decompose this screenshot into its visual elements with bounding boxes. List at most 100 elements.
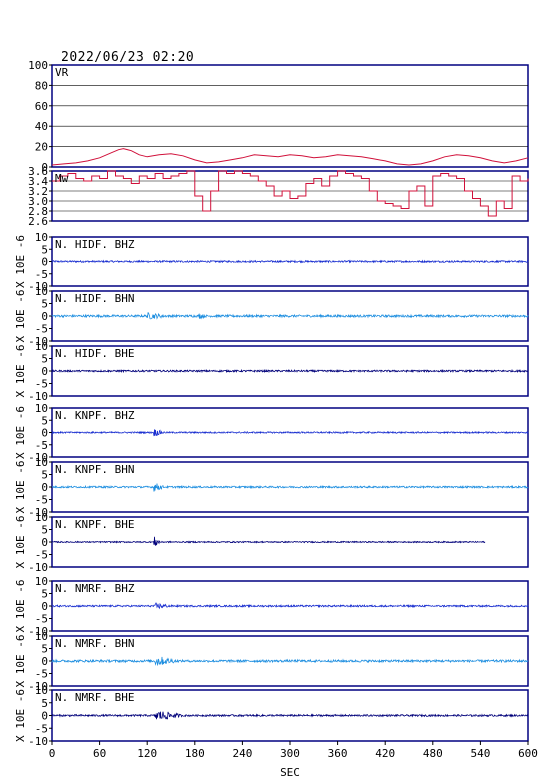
y-tick-label: 5 [41,697,48,710]
y-tick-label: 5 [41,353,48,366]
y-tick-label: -5 [35,494,48,507]
y-tick-label: 10 [35,684,48,697]
panel-vr [49,64,529,168]
y-tick-label: 0 [41,481,48,494]
y-tick-label: -5 [35,378,48,391]
trace-line [51,368,529,374]
series-line [51,148,529,166]
x-tick-label: 600 [518,747,538,760]
y-axis-label: X 10E -6 [14,406,27,459]
y-tick-label: 80 [35,79,48,92]
y-tick-label: 3.6 [28,165,48,178]
panel-label: N. NMRF. BHN [55,637,134,650]
x-tick-label: 240 [232,747,252,760]
y-tick-label: -5 [35,722,48,735]
y-tick-label: 5 [41,524,48,537]
x-tick-label: 360 [328,747,348,760]
y-tick-label: -10 [28,451,48,464]
y-tick-label: 0 [41,600,48,613]
trace-line [51,483,529,492]
y-tick-label: 5 [41,588,48,601]
y-tick-label: -10 [28,506,48,519]
panel-mw [49,170,529,222]
y-tick-label: 10 [35,575,48,588]
y-axis-label: X 10E -6 [14,290,27,343]
y-tick-label: 5 [41,643,48,656]
y-tick-label: 10 [35,630,48,643]
panel-n-hidf-bhn [49,290,529,342]
y-tick-label: 10 [35,402,48,415]
panel-label: N. HIDF. BHZ [55,238,135,251]
y-tick-label: 10 [35,456,48,469]
y-tick-label: 5 [41,414,48,427]
y-tick-label: 3.2 [28,185,48,198]
y-tick-label: -5 [35,549,48,562]
x-tick-label: 300 [280,747,300,760]
y-tick-label: -5 [35,268,48,281]
y-tick-label: 0 [41,536,48,549]
y-tick-label: -5 [35,613,48,626]
y-tick-label: 0 [41,310,48,323]
x-tick-label: 540 [470,747,490,760]
panel-label: N. HIDF. BHE [55,347,134,360]
y-axis-label: X 10E -6 [14,635,27,688]
y-tick-label: -10 [28,561,48,574]
x-tick-label: 420 [375,747,395,760]
panel-n-hidf-bhz [49,236,529,287]
y-tick-label: 0 [41,655,48,668]
trace-line [51,602,529,610]
y-axis-label: X 10E -6 [14,345,27,398]
y-tick-label: 10 [35,285,48,298]
y-tick-label: 3.0 [28,195,48,208]
y-tick-label: 0 [41,365,48,378]
panel-n-hidf-bhe [49,345,529,397]
y-tick-label: -5 [35,323,48,336]
x-tick-label: 60 [93,747,106,760]
trace-line [51,711,529,720]
y-tick-label: 60 [35,100,48,113]
x-tick-label: 180 [185,747,205,760]
y-axis-label: X 10E -6 [14,580,27,633]
y-tick-label: -5 [35,439,48,452]
y-axis-label: X 10E -6 [14,516,27,569]
y-tick-label: 40 [35,120,48,133]
x-tick-label: 480 [423,747,443,760]
panel-frame [51,64,529,168]
panel-label: N. KNPF. BHE [55,518,134,531]
panel-label: N. NMRF. BHZ [55,582,135,595]
panel-n-nmrf-bhz [49,580,529,632]
y-tick-label: -10 [28,735,48,748]
y-tick-label: 3.4 [28,175,48,188]
y-tick-label: 0 [41,710,48,723]
y-tick-label: 5 [41,243,48,256]
trace-line [51,656,529,667]
y-tick-label: 100 [28,59,48,72]
y-tick-label: 10 [35,340,48,353]
trace-line [51,312,529,320]
panel-n-knpf-bhn [49,461,529,513]
y-tick-label: 5 [41,298,48,311]
x-axis-label: SEC [280,766,300,779]
y-tick-label: -10 [28,680,48,693]
panel-n-knpf-bhe [49,516,529,568]
panel-frame [51,170,529,222]
panel-label: N. NMRF. BHE [55,691,134,704]
y-tick-label: -5 [35,668,48,681]
y-tick-label: 2.8 [28,205,48,218]
timestamp: 2022/06/23 02:20 [61,50,195,65]
trace-line [51,259,529,264]
trace-line [51,429,529,437]
panel-label: N. HIDF. BHN [55,292,134,305]
y-tick-label: 0 [41,161,48,174]
panel-n-nmrf-bhn [49,635,529,687]
x-tick-label: 0 [49,747,56,760]
y-axis-label: X 10E -6 [14,689,27,742]
y-tick-label: 5 [41,469,48,482]
panel-label: N. KNPF. BHN [55,463,134,476]
y-tick-label: 0 [41,427,48,440]
trace-line [51,536,486,546]
y-tick-label: 20 [35,141,48,154]
panel-label: VR [55,66,69,79]
y-tick-label: 10 [35,511,48,524]
